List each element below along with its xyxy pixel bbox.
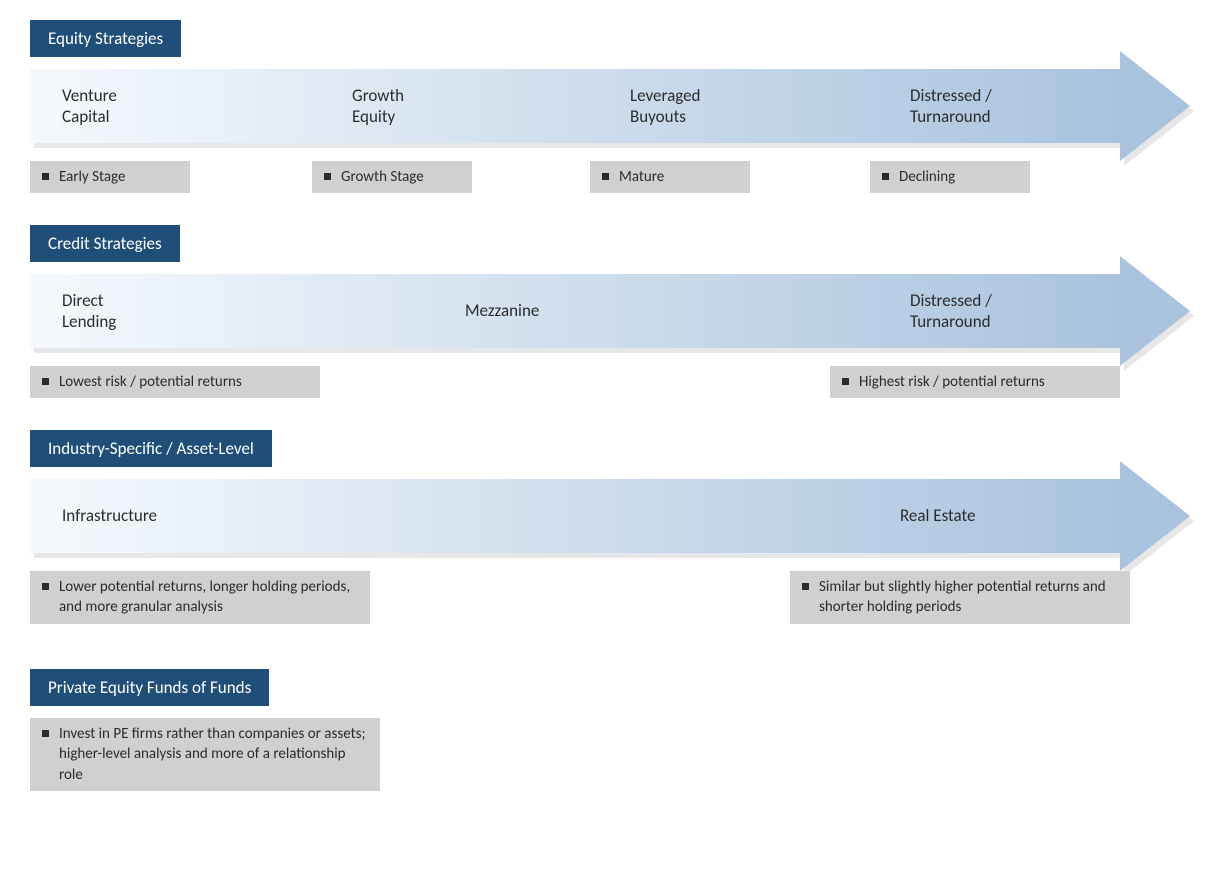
descriptor-tag: Early Stage [30,161,190,193]
descriptor-tag: Highest risk / potential returns [830,366,1120,398]
arrow-item: Infrastructure [62,505,157,526]
section-equity: Equity Strategies VentureCapital GrowthEqu… [30,20,1180,197]
arrow-item: DirectLending [62,290,116,333]
descriptor-tag: Similar but slightly higher potential re… [790,571,1130,624]
arrow-item: VentureCapital [62,85,117,128]
tags-row: Early Stage Growth Stage Mature Declining [30,161,1180,197]
arrow-item: Distressed /Turnaround [910,290,992,333]
descriptor-tag: Growth Stage [312,161,472,193]
section-header: Private Equity Funds of Funds [30,669,269,706]
tag-text: Invest in PE firms rather than companies… [59,724,366,785]
bullet-icon [42,378,49,385]
bullet-icon [42,173,49,180]
bullet-icon [602,173,609,180]
arrow-item: GrowthEquity [352,85,404,128]
bullet-icon [42,583,49,590]
descriptor-tag: Declining [870,161,1030,193]
tags-row: Invest in PE firms rather than companies… [30,718,1180,788]
tag-text: Declining [899,167,955,187]
descriptor-tag: Lowest risk / potential returns [30,366,320,398]
spectrum-arrow: VentureCapital GrowthEquity LeveragedBuyou… [30,69,1180,147]
descriptor-tag: Invest in PE firms rather than companies… [30,718,380,791]
arrow-head-icon [1120,256,1190,366]
tags-row: Lower potential returns, longer holding … [30,571,1180,641]
tags-row: Lowest risk / potential returns Highest r… [30,366,1180,402]
tag-text: Lowest risk / potential returns [59,372,242,392]
tag-text: Similar but slightly higher potential re… [819,577,1116,618]
arrow-item: Real Estate [900,505,975,526]
arrow-item: LeveragedBuyouts [630,85,700,128]
section-header: Industry-Specific / Asset-Level [30,430,272,467]
section-fof: Private Equity Funds of Funds Invest in P… [30,669,1180,788]
bullet-icon [882,173,889,180]
section-header: Equity Strategies [30,20,181,57]
bullet-icon [324,173,331,180]
descriptor-tag: Mature [590,161,750,193]
arrow-item: Mezzanine [465,300,539,321]
bullet-icon [42,730,49,737]
spectrum-arrow: Infrastructure Real Estate [30,479,1180,557]
tag-text: Early Stage [59,167,125,187]
bullet-icon [802,583,809,590]
section-industry: Industry-Specific / Asset-Level Infrastru… [30,430,1180,641]
tag-text: Lower potential returns, longer holding … [59,577,356,618]
arrow-head-icon [1120,51,1190,161]
tag-text: Growth Stage [341,167,424,187]
section-credit: Credit StrategiesDirectLendingMezzanineD… [30,225,1180,402]
spectrum-arrow: DirectLending Mezzanine Distressed /Turnar… [30,274,1180,352]
descriptor-tag: Lower potential returns, longer holding … [30,571,370,624]
bullet-icon [842,378,849,385]
tag-text: Highest risk / potential returns [859,372,1045,392]
arrow-item: Distressed /Turnaround [910,85,992,128]
tag-text: Mature [619,167,664,187]
arrow-head-icon [1120,461,1190,571]
section-header: Credit Strategies [30,225,180,262]
